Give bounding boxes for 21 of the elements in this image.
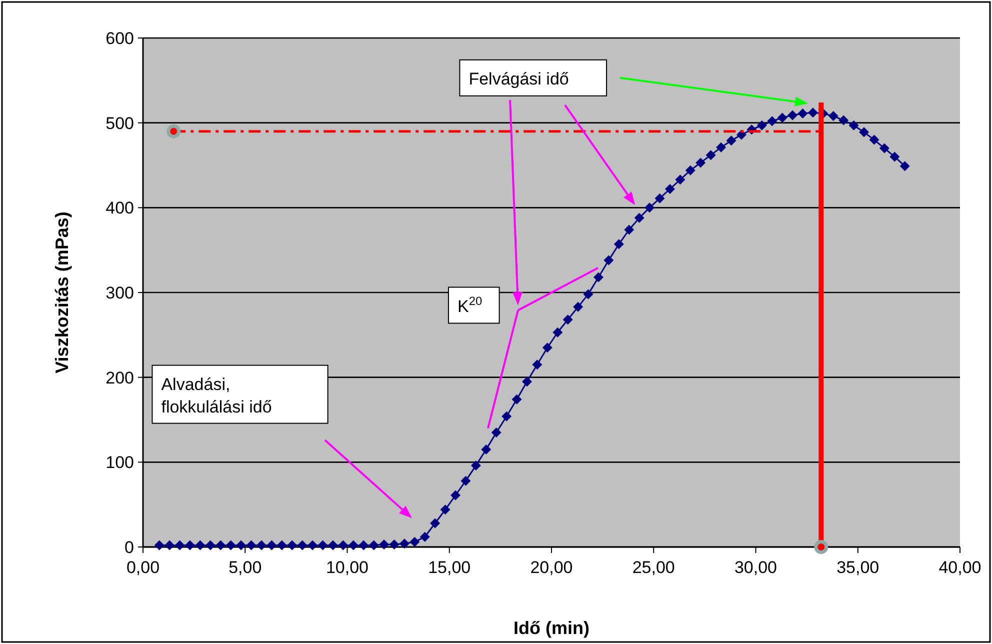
x-tick-label: 10,00: [326, 558, 369, 577]
y-axis-title: Viszkozitás (mPas): [52, 212, 72, 374]
x-tick-label: 20,00: [530, 558, 573, 577]
x-tick-label: 35,00: [836, 558, 880, 577]
annotation: K$^{20}$: [457, 294, 482, 316]
y-tick-label: 100: [106, 453, 134, 472]
y-tick-label: 500: [106, 114, 134, 133]
y-tick-label: 200: [106, 368, 134, 388]
annotation: Felvágási idő: [468, 70, 569, 89]
y-tick-label: 300: [106, 283, 134, 302]
x-tick-label: 0,00: [126, 558, 160, 577]
x-tick-label: 25,00: [632, 558, 675, 577]
x-tick-label: 30,00: [734, 558, 778, 577]
annotation: Alvadási, flokkulálási idő: [161, 375, 272, 416]
y-tick-label: 0: [124, 538, 134, 557]
x-axis-title: Idő (min): [514, 618, 590, 638]
y-tick-label: 600: [106, 28, 134, 48]
x-tick-label: 15,00: [428, 558, 471, 577]
x-tick-label: 40,00: [938, 558, 982, 577]
y-tick-label: 400: [106, 198, 134, 218]
x-tick-label: 5,00: [228, 558, 262, 577]
